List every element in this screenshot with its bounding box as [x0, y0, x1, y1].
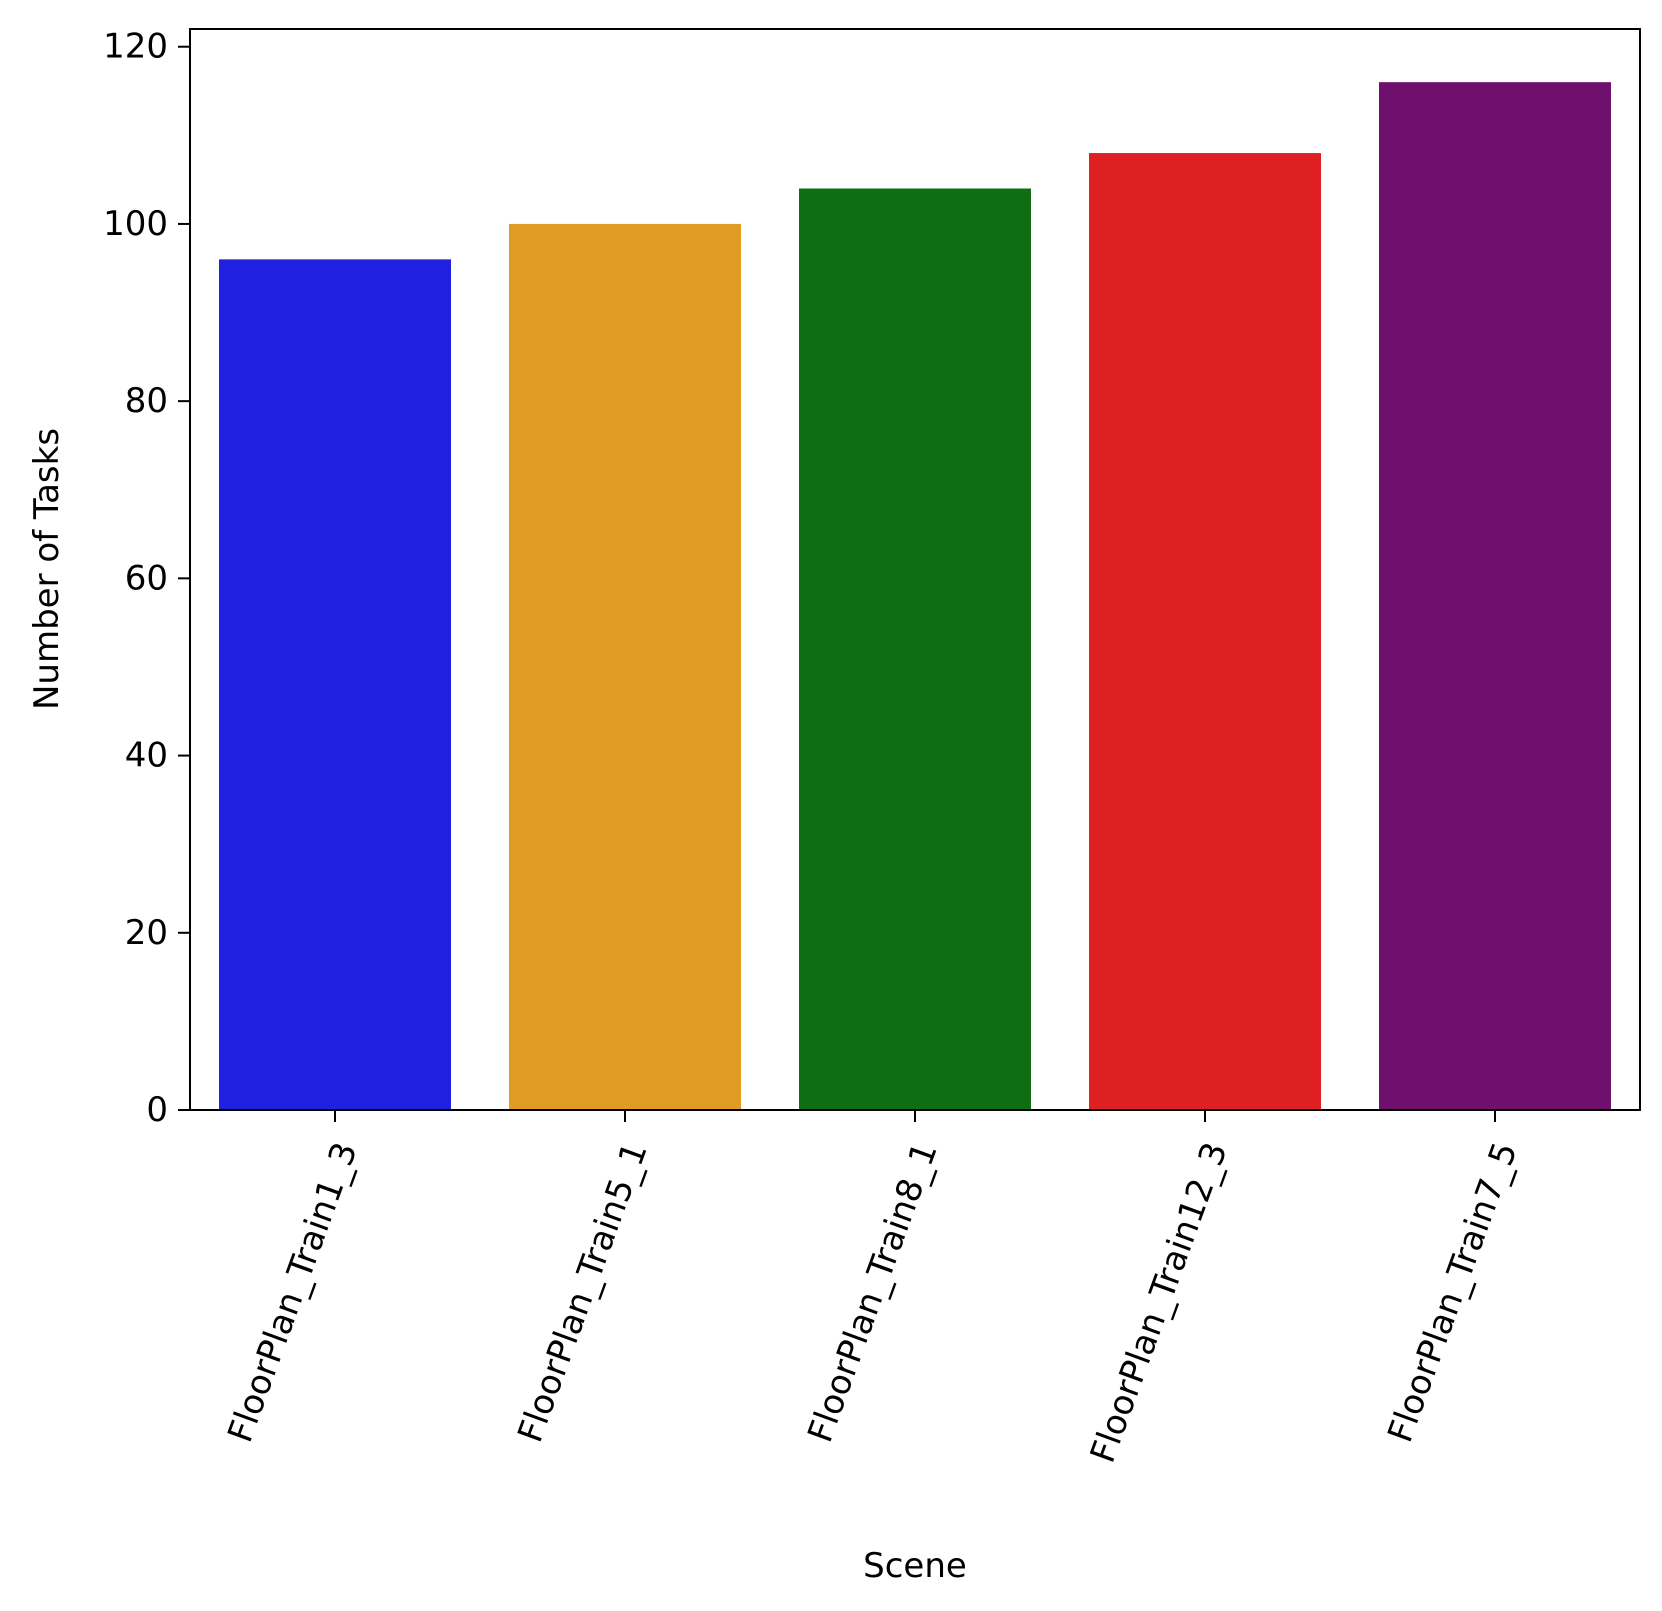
y-tick-label: 60 — [125, 558, 168, 598]
y-tick-label: 80 — [125, 381, 168, 421]
bar-FloorPlan_Train12_3 — [1089, 153, 1321, 1110]
bar-FloorPlan_Train7_5 — [1379, 82, 1611, 1110]
y-tick-label: 120 — [103, 27, 168, 67]
y-tick-label: 100 — [103, 204, 168, 244]
bar-FloorPlan_Train5_1 — [509, 223, 741, 1110]
x-tick-label: FloorPlan_Train12_3 — [1083, 1137, 1236, 1468]
x-tick-label: FloorPlan_Train7_5 — [1380, 1137, 1526, 1447]
y-tick-label: 40 — [125, 736, 168, 776]
x-axis-ticks: FloorPlan_Train1_3 FloorPlan_Train5_1 Floo… — [220, 1110, 1526, 1468]
y-tick-label: 0 — [146, 1090, 168, 1130]
y-tick-label: 20 — [125, 913, 168, 953]
bar-FloorPlan_Train1_3 — [219, 259, 451, 1110]
bars-layer — [219, 82, 1611, 1110]
x-tick-label: FloorPlan_Train5_1 — [510, 1137, 656, 1447]
y-axis-ticks: 0 20 40 60 80 100 120 — [103, 27, 190, 1130]
x-tick-label: FloorPlan_Train1_3 — [220, 1137, 366, 1447]
bar-FloorPlan_Train8_1 — [799, 188, 1031, 1110]
plot-frame — [189, 28, 1641, 1111]
x-axis-label: Scene — [863, 1546, 967, 1586]
x-tick-label: FloorPlan_Train8_1 — [800, 1137, 946, 1447]
y-axis-label: Number of Tasks — [27, 428, 67, 710]
